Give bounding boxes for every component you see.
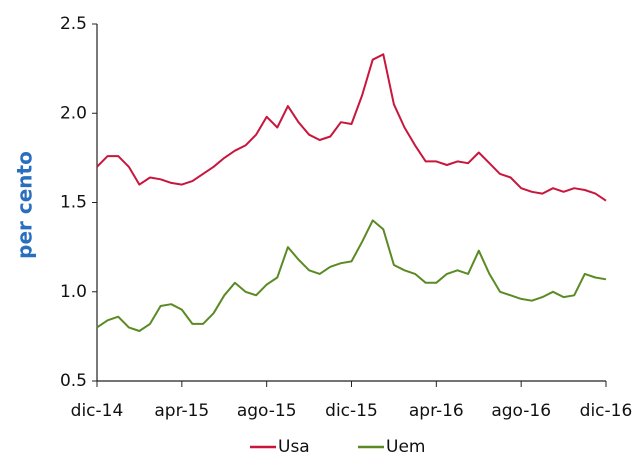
x-tick-label: ago-16 (491, 401, 551, 421)
x-tick-label: dic-14 (71, 401, 124, 421)
y-tick-label: 1.0 (60, 282, 87, 302)
x-tick-label: apr-15 (154, 401, 209, 421)
legend-label: Usa (278, 437, 310, 457)
y-tick-label: 1.5 (60, 193, 87, 213)
y-axis-label: per cento (13, 151, 37, 259)
series-line (96, 53, 607, 202)
y-tick-label: 2.5 (60, 14, 87, 34)
y-tick-label: 2.0 (60, 103, 87, 123)
x-tick-label: dic-15 (325, 401, 378, 421)
x-tick-label: apr-16 (409, 401, 464, 421)
series-line (96, 219, 607, 332)
legend-label: Uem (386, 437, 425, 457)
x-tick-label: dic-16 (580, 401, 633, 421)
y-tick-label: 0.5 (60, 371, 87, 391)
x-tick-label: ago-15 (237, 401, 297, 421)
